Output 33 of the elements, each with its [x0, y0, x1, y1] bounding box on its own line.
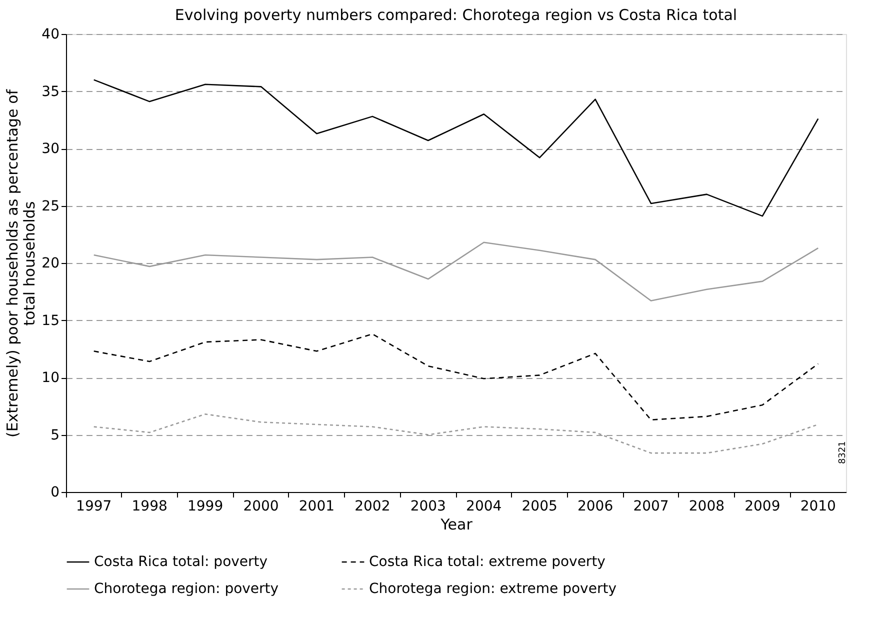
line-series	[93, 333, 819, 421]
x-tick-label: 2009	[744, 498, 780, 514]
x-axis-title: Year	[440, 516, 474, 534]
x-tick-label: 2004	[466, 498, 502, 514]
x-tick-label: 1999	[187, 498, 224, 514]
y-tick-label: 5	[50, 427, 60, 444]
legend-label: Costa Rica total: poverty	[94, 554, 268, 570]
legend-label: Chorotega region: poverty	[94, 581, 279, 597]
x-tick-label: 1997	[76, 498, 112, 514]
x-tick-label: 2007	[633, 498, 669, 514]
x-tick-label: 2000	[243, 498, 279, 514]
y-axis-title: (Extremely) poor households as percentage of total households	[4, 88, 39, 438]
chart-title: Evolving poverty numbers compared: Chorotega region vs Costa Rica total	[174, 6, 738, 24]
y-tick-label: 0	[50, 484, 60, 500]
y-tick-label: 30	[42, 141, 60, 157]
x-tick-label: 2003	[410, 498, 446, 514]
x-tick-label: 2005	[522, 498, 558, 514]
y-tick-label: 15	[42, 312, 60, 329]
y-tick-label: 35	[42, 84, 60, 100]
x-tick-label: 2002	[354, 498, 390, 514]
y-tick-label: 10	[42, 370, 60, 386]
x-tick-label: 2008	[688, 498, 725, 514]
legend-label: Chorotega region: extreme poverty	[369, 581, 616, 597]
x-tick-label: 1998	[132, 498, 168, 514]
y-tick-label: 40	[42, 26, 60, 42]
x-tick-label: 2010	[800, 498, 836, 514]
y-tick-label: 20	[42, 256, 60, 272]
x-tick-label: 2001	[298, 498, 335, 514]
line-series	[93, 79, 819, 217]
annotation: 8321	[838, 441, 848, 464]
legend-label: Costa Rica total: extreme poverty	[369, 554, 606, 570]
y-tick-label: 25	[42, 198, 60, 214]
x-tick-label: 2006	[577, 498, 614, 514]
